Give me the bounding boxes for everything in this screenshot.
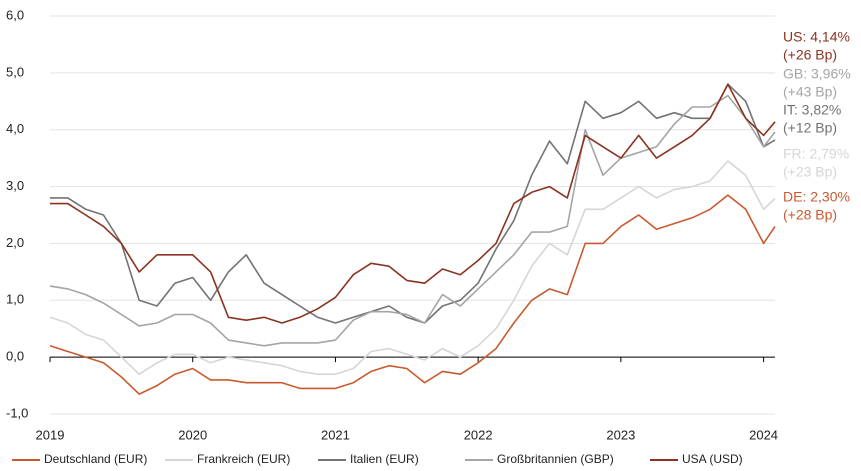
y-tick-label: 2,0: [6, 235, 24, 250]
series-line: [49, 94, 776, 347]
annotation: (+43 Bp): [783, 84, 837, 100]
legend-label: Großbritannien (GBP): [497, 452, 614, 466]
annotation: (+23 Bp): [783, 164, 837, 180]
y-tick-label: 1,0: [6, 292, 24, 307]
x-tick-label: 2020: [178, 427, 207, 442]
y-tick-label: 5,0: [6, 64, 24, 79]
y-tick-label: -1,0: [6, 405, 28, 420]
legend-label: Frankreich (EUR): [197, 452, 290, 466]
series-line: [50, 83, 776, 324]
legend-label: Italien (EUR): [350, 452, 419, 466]
annotation: FR: 2,79%: [783, 146, 849, 162]
series-line: [49, 194, 776, 395]
x-tick-label: 2019: [36, 427, 65, 442]
series-line: [50, 83, 776, 324]
x-tick-label: 2023: [606, 427, 635, 442]
annotation: US: 4,14%: [783, 29, 850, 45]
y-tick-label: 6,0: [6, 7, 24, 22]
x-tick-label: 2021: [321, 427, 350, 442]
annotation: (+12 Bp): [783, 120, 837, 136]
y-tick-label: 4,0: [6, 121, 24, 136]
annotation: DE: 2,30%: [783, 189, 850, 205]
annotation: IT: 3,82%: [783, 102, 841, 118]
series-line: [49, 160, 776, 375]
annotation: (+28 Bp): [783, 207, 837, 223]
y-tick-label: 0,0: [6, 349, 24, 364]
legend-label: Deutschland (EUR): [44, 452, 147, 466]
x-tick-label: 2024: [749, 427, 778, 442]
x-tick-label: 2022: [464, 427, 493, 442]
y-tick-label: 3,0: [6, 178, 24, 193]
annotation: (+26 Bp): [783, 47, 837, 63]
annotation: GB: 3,96%: [783, 66, 851, 82]
legend-label: USA (USD): [682, 452, 743, 466]
